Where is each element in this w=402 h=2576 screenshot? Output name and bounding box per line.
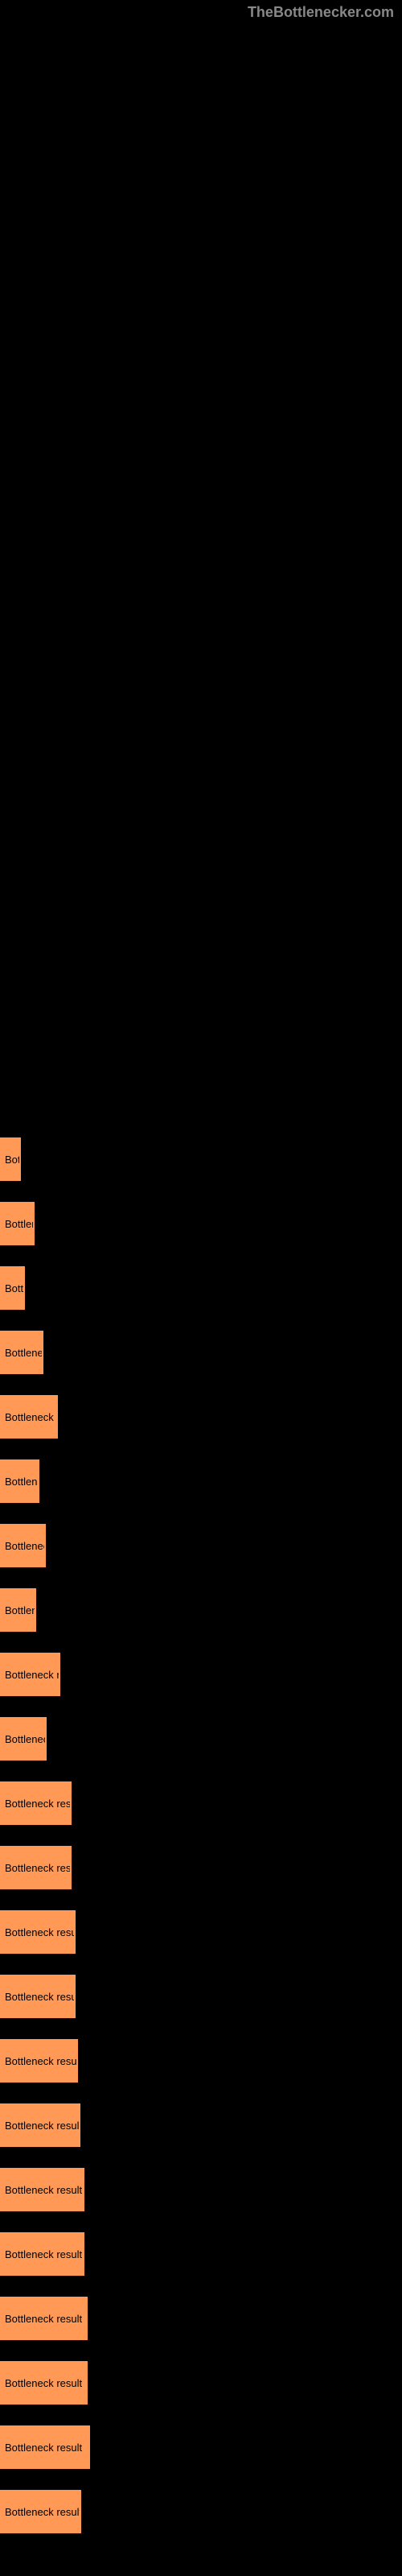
bar-row: Bottleneck result bbox=[0, 2294, 402, 2343]
chart-bar: Bottleneck bbox=[0, 1331, 43, 1374]
chart-bar: Bottleneck result bbox=[0, 1910, 76, 1954]
bar-label: Bottleneck result bbox=[5, 2442, 82, 2454]
chart-bar: Bottleneck bbox=[0, 1717, 47, 1761]
bar-row: Bottleneck result bbox=[0, 2037, 402, 2085]
bar-label: Bottlene bbox=[5, 1604, 36, 1616]
bar-row: Bottleneck bbox=[0, 1328, 402, 1377]
bar-row: Bottleneck result bbox=[0, 2165, 402, 2214]
chart-bar: Bottleneck result bbox=[0, 2490, 81, 2533]
bar-label: Bottleneck re bbox=[5, 1411, 58, 1423]
bar-label: Bottlene bbox=[5, 1218, 35, 1230]
chart-bar: Bottleneck result bbox=[0, 2361, 88, 2405]
bar-row: Bottleneck result bbox=[0, 2101, 402, 2149]
bar-row: Bot bbox=[0, 1135, 402, 1183]
bar-row: Bottleneck bbox=[0, 1715, 402, 1763]
bar-label: Bottleneck result bbox=[5, 2377, 82, 2389]
bar-row: Bottleneck result bbox=[0, 2230, 402, 2278]
watermark-text: TheBottlenecker.com bbox=[248, 4, 394, 21]
bar-label: Bottleneck bbox=[5, 1540, 46, 1552]
bar-label: Bottleneck result bbox=[5, 2313, 82, 2325]
chart-bar: Bottleneck result bbox=[0, 1781, 72, 1825]
bar-row: Bottleneck re bbox=[0, 1393, 402, 1441]
chart-bar: Bottlene bbox=[0, 1202, 35, 1245]
bar-label: Bottleneck result bbox=[5, 1991, 76, 2003]
bar-label: Bottleneck result bbox=[5, 2120, 80, 2132]
chart-bar: Bottleneck result bbox=[0, 1975, 76, 2018]
bar-row: Bottleneck result bbox=[0, 2487, 402, 2536]
bar-row: Bottleneck res bbox=[0, 1650, 402, 1699]
bar-row: Bottle bbox=[0, 1264, 402, 1312]
bar-label: Bottleneck result bbox=[5, 2055, 78, 2067]
bar-label: Bottleneck bbox=[5, 1347, 43, 1359]
bar-label: Bottleneck result bbox=[5, 1798, 72, 1810]
bar-label: Bottle bbox=[5, 1282, 25, 1294]
chart-bar: Bottlenec bbox=[0, 1459, 39, 1503]
bar-label: Bottlenec bbox=[5, 1476, 39, 1488]
bar-label: Bottleneck res bbox=[5, 1669, 60, 1681]
bar-row: Bottlene bbox=[0, 1586, 402, 1634]
bar-row: Bottleneck result bbox=[0, 2359, 402, 2407]
bar-label: Bottleneck result bbox=[5, 1926, 76, 1938]
bar-row: Bottleneck result bbox=[0, 1908, 402, 1956]
chart-bar: Bot bbox=[0, 1137, 21, 1181]
bar-row: Bottleneck result bbox=[0, 1779, 402, 1827]
bar-row: Bottleneck result bbox=[0, 1972, 402, 2021]
chart-bar: Bottleneck result bbox=[0, 2232, 84, 2276]
bar-chart: Bot Bottlene Bottle Bottleneck Bottleneck re… bbox=[0, 1135, 402, 2552]
chart-bar: Bottleneck result bbox=[0, 2425, 90, 2469]
bar-label: Bottleneck result bbox=[5, 1862, 72, 1874]
bar-row: Bottleneck result bbox=[0, 2423, 402, 2471]
chart-bar: Bottle bbox=[0, 1266, 25, 1310]
bar-label: Bot bbox=[5, 1154, 21, 1166]
chart-bar: Bottleneck result bbox=[0, 2103, 80, 2147]
chart-bar: Bottlene bbox=[0, 1588, 36, 1632]
bar-label: Bottleneck result bbox=[5, 2506, 81, 2518]
bar-row: Bottleneck bbox=[0, 1521, 402, 1570]
chart-bar: Bottleneck result bbox=[0, 2168, 84, 2211]
chart-bar: Bottleneck result bbox=[0, 1846, 72, 1889]
chart-bar: Bottleneck result bbox=[0, 2297, 88, 2340]
bar-label: Bottleneck result bbox=[5, 2184, 82, 2196]
bar-row: Bottleneck result bbox=[0, 1843, 402, 1892]
chart-bar: Bottleneck bbox=[0, 1524, 46, 1567]
chart-bar: Bottleneck res bbox=[0, 1653, 60, 1696]
bar-label: Bottleneck bbox=[5, 1733, 47, 1745]
bar-row: Bottlene bbox=[0, 1199, 402, 1248]
chart-bar: Bottleneck result bbox=[0, 2039, 78, 2083]
bar-label: Bottleneck result bbox=[5, 2248, 82, 2260]
bar-row: Bottlenec bbox=[0, 1457, 402, 1505]
chart-bar: Bottleneck re bbox=[0, 1395, 58, 1439]
